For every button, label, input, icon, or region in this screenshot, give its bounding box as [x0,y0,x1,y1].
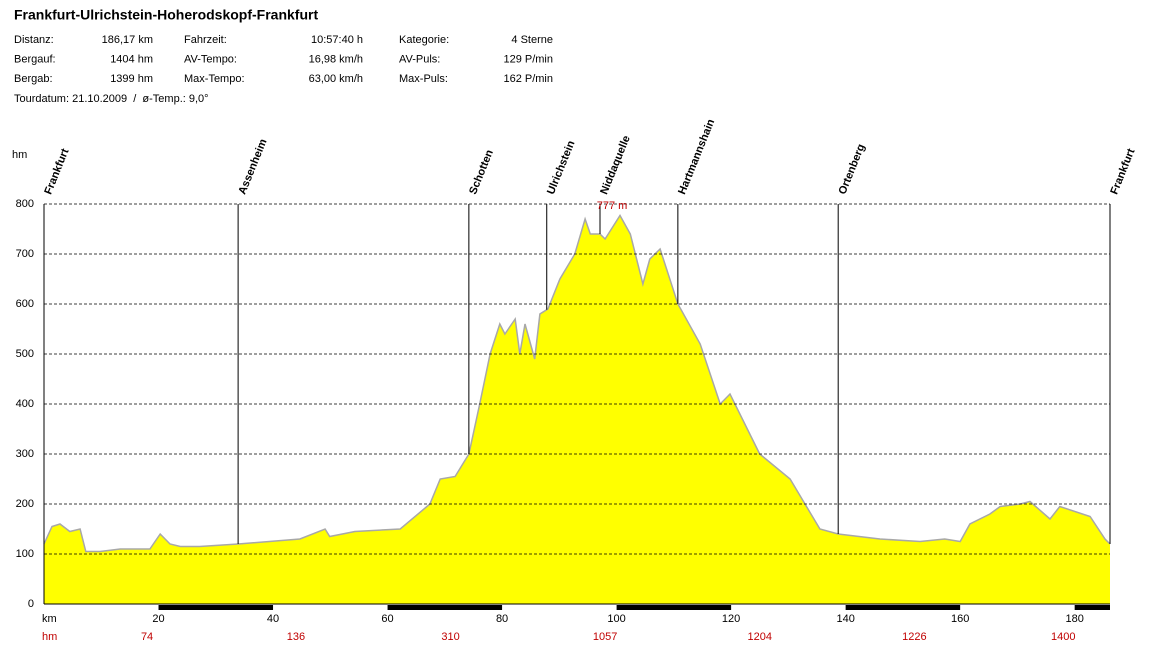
y-tick-label: 100 [16,548,34,560]
km-band [616,605,732,610]
y-tick-label: 500 [16,348,34,360]
waypoint-label: Ortenberg [837,142,868,196]
stat-value: 186,17 km [102,34,153,46]
stat-value: 162 P/min [503,73,553,85]
stat-label: Max-Tempo: [184,73,245,85]
stat-label: Kategorie: [399,34,449,46]
waypoint-label: Niddaquelle [598,134,632,196]
date-line: Tourdatum: 21.10.2009 / ø-Temp.: 9,0° [14,93,209,105]
y-axis-label: hm [12,149,27,161]
title: Frankfurt-Ulrichstein-Hoherodskopf-Frank… [14,7,318,23]
hm-row-value: 1400 [1051,631,1075,643]
elevation-area [44,215,1110,604]
x-tick-label: 20 [152,613,164,625]
hm-row-value: 74 [141,631,153,643]
peak-label: 777 m [597,200,628,212]
stat-value: 16,98 km/h [309,53,363,65]
km-band [158,605,274,610]
km-band [387,605,503,610]
stat-value: 1399 hm [110,73,153,85]
x-tick-label: 40 [267,613,279,625]
hm-row-value: 310 [441,631,459,643]
x-tick-label: 120 [722,613,740,625]
km-band [1074,605,1110,610]
elevation-line [43,214,1111,553]
y-tick-label: 600 [16,298,34,310]
waypoint-label: Ulrichstein [545,139,578,196]
x-tick-label: 60 [381,613,393,625]
stat-value: 63,00 km/h [309,73,363,85]
stat-value: 4 Sterne [511,34,553,46]
stat-label: Bergab: [14,73,53,85]
x-tick-label: 180 [1065,613,1083,625]
stat-value: 129 P/min [503,53,553,65]
stat-label: AV-Tempo: [184,53,237,65]
waypoint-label: Assenheim [236,137,269,196]
hm-row-value: 1226 [902,631,926,643]
hm-row-label: hm [42,631,57,643]
waypoint-label: Frankfurt [1108,147,1137,197]
y-tick-label: 400 [16,398,34,410]
y-tick-label: 700 [16,248,34,260]
stat-label: AV-Puls: [399,53,440,65]
waypoint-label: Schotten [467,148,496,196]
stat-label: Fahrzeit: [184,34,227,46]
stat-value: 1404 hm [110,53,153,65]
y-tick-label: 0 [28,598,34,610]
km-band [845,605,961,610]
stat-value: 10:57:40 h [311,34,363,46]
y-tick-label: 200 [16,498,34,510]
x-axis-label: km [42,613,57,625]
hm-row-value: 136 [287,631,305,643]
hm-row-value: 1057 [593,631,617,643]
stat-label: Distanz: [14,34,54,46]
hm-row-value: 1204 [748,631,772,643]
waypoint-label: Hartmannshain [676,117,717,196]
x-tick-label: 140 [836,613,854,625]
y-tick-label: 800 [16,198,34,210]
x-tick-label: 80 [496,613,508,625]
x-tick-label: 160 [951,613,969,625]
stat-label: Max-Puls: [399,73,448,85]
y-tick-label: 300 [16,448,34,460]
stat-label: Bergauf: [14,53,56,65]
x-tick-label: 100 [607,613,625,625]
waypoint-label: Frankfurt [42,147,71,197]
